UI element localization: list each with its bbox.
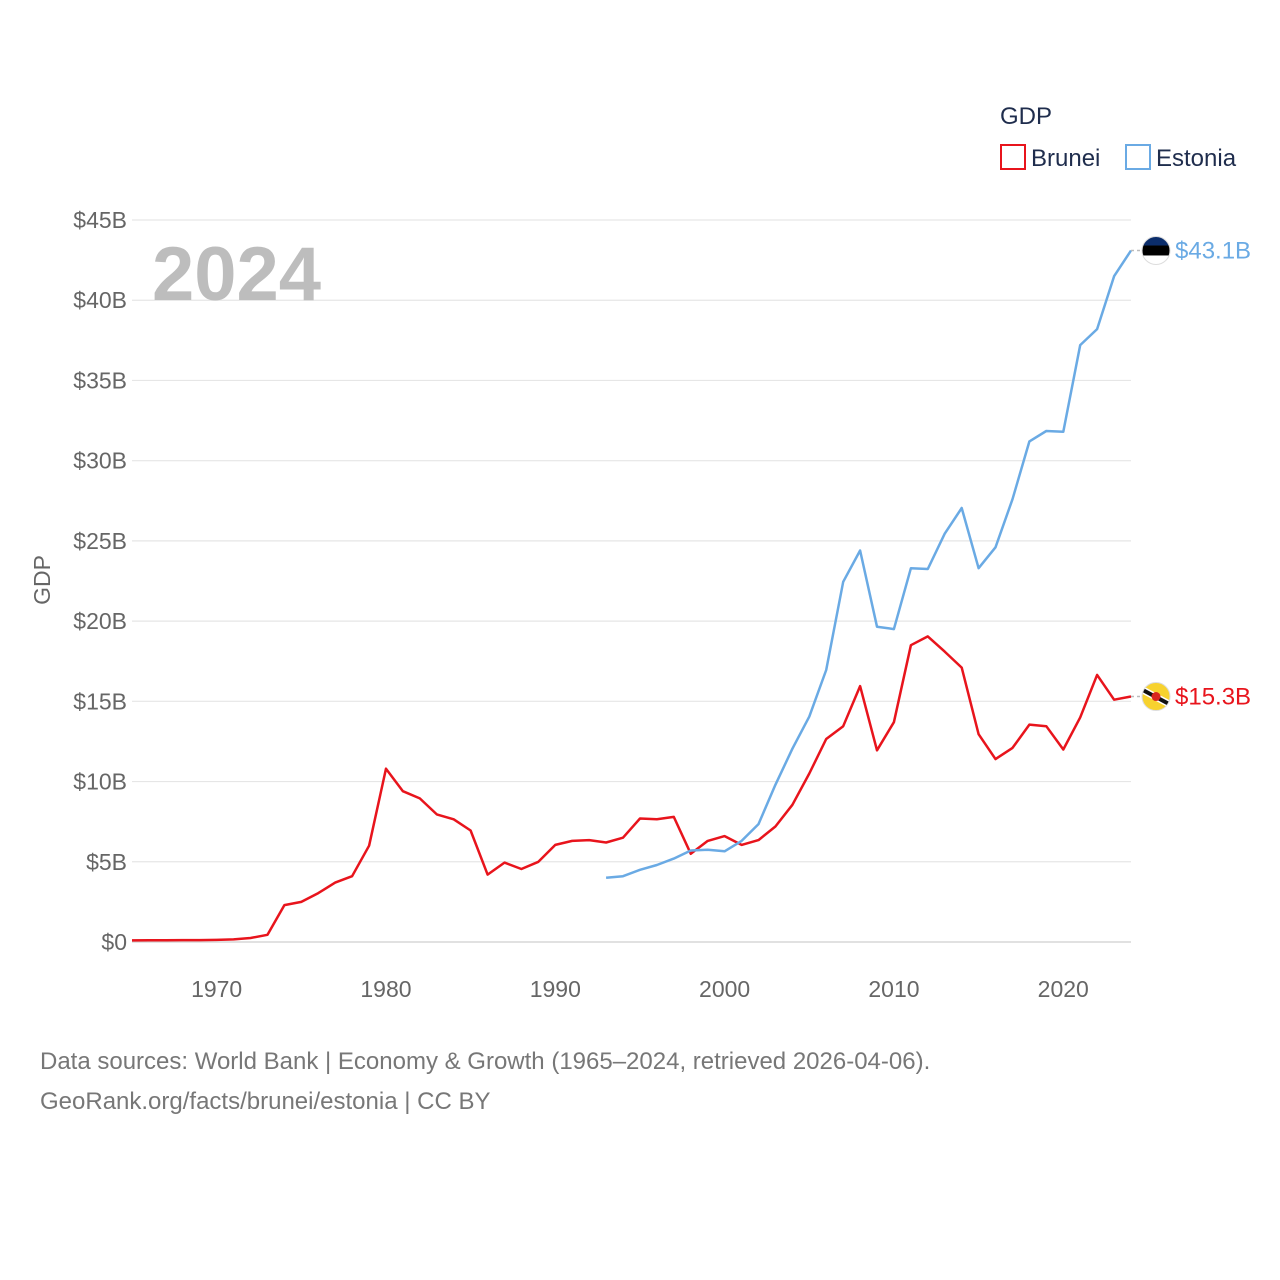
line-estonia: [605, 249, 1133, 880]
x-tick-label: 1980: [360, 976, 411, 1002]
x-tick-label: 2000: [699, 976, 750, 1002]
legend-item-brunei[interactable]: Brunei: [1000, 144, 1100, 172]
legend[interactable]: GDP Brunei Estonia: [1000, 103, 1237, 172]
legend-swatch-estonia: [1125, 144, 1151, 170]
line-brunei: [131, 635, 1132, 942]
footer-credit: GeoRank.org/facts/brunei/estonia | CC BY: [40, 1088, 491, 1115]
y-tick-label: $0: [101, 929, 127, 955]
legend-item-estonia[interactable]: Estonia: [1125, 144, 1237, 172]
y-tick-label: $5B: [86, 849, 127, 875]
legend-label-brunei: Brunei: [1031, 145, 1100, 172]
gridlines: [132, 219, 1131, 943]
y-tick-label: $35B: [73, 367, 127, 393]
year-watermark: 2024: [152, 232, 321, 317]
y-axis-ticks: $0 $5B $10B $15B $20B $25B $30B $35B $40B $45B: [73, 207, 127, 955]
x-axis-ticks: 1970 1980 1990 2000 2010 2020: [191, 976, 1089, 1002]
series-lines: [131, 249, 1133, 942]
end-label-estonia: $43.1B: [1175, 237, 1251, 264]
legend-label-estonia: Estonia: [1156, 145, 1237, 172]
x-tick-label: 2010: [868, 976, 919, 1002]
y-axis-title: GDP: [29, 555, 55, 605]
x-tick-label: 2020: [1038, 976, 1089, 1002]
legend-title: GDP: [1000, 103, 1052, 130]
y-tick-label: $20B: [73, 608, 127, 634]
y-tick-label: $10B: [73, 769, 127, 795]
x-tick-label: 1970: [191, 976, 242, 1002]
footer-sources: Data sources: World Bank | Economy & Gro…: [40, 1048, 931, 1075]
y-tick-label: $25B: [73, 528, 127, 554]
y-tick-label: $30B: [73, 448, 127, 474]
footer: Data sources: World Bank | Economy & Gro…: [40, 1042, 930, 1122]
x-tick-label: 1990: [530, 976, 581, 1002]
estonia-flag-icon: [1141, 235, 1171, 265]
brunei-flag-icon: [1141, 682, 1171, 712]
y-tick-label: $45B: [73, 207, 127, 233]
series-end-markers: $15.3B $43.1B: [1131, 235, 1251, 712]
y-tick-label: $40B: [73, 287, 127, 313]
end-label-brunei: $15.3B: [1175, 684, 1251, 711]
legend-swatch-brunei: [1000, 144, 1026, 170]
y-tick-label: $15B: [73, 688, 127, 714]
